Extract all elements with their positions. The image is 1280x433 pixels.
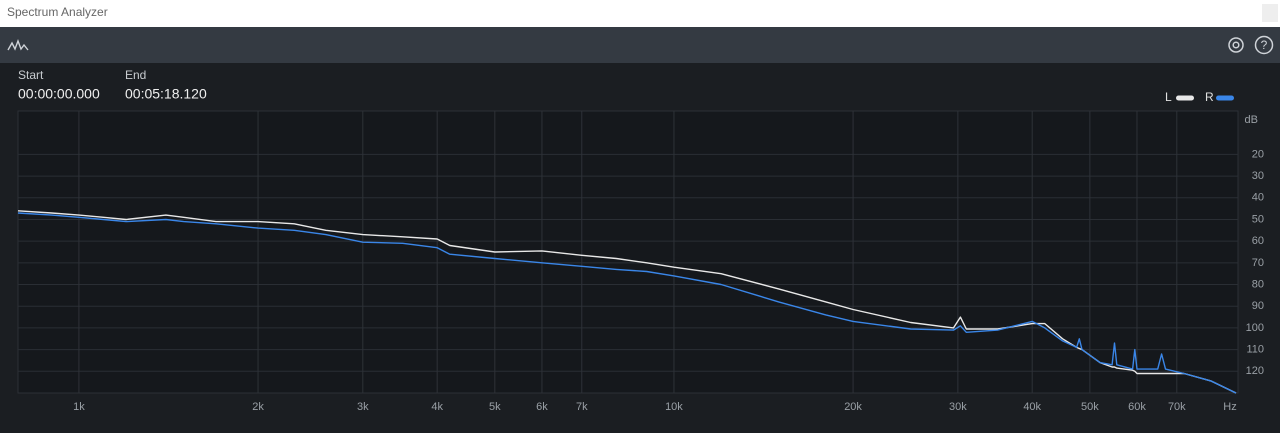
x-tick-label: 2k xyxy=(252,401,264,413)
y-tick-label: 70 xyxy=(1252,257,1264,269)
x-tick-label: 5k xyxy=(489,401,501,413)
x-tick-label: 6k xyxy=(536,401,548,413)
x-tick-label: 30k xyxy=(949,401,967,413)
toolbar xyxy=(0,27,1280,63)
x-unit: Hz xyxy=(1223,401,1236,413)
x-tick-label: 20k xyxy=(844,401,862,413)
x-tick-label: 50k xyxy=(1081,401,1099,413)
help-icon[interactable]: ? xyxy=(1254,35,1274,55)
legend-swatch xyxy=(1216,95,1234,101)
window-title: Spectrum Analyzer xyxy=(7,5,108,19)
y-tick-label: 20 xyxy=(1252,148,1264,160)
settings-icon[interactable] xyxy=(1228,37,1244,53)
y-unit: dB xyxy=(1245,114,1258,126)
y-tick-label: 120 xyxy=(1246,365,1264,377)
spectrum-icon[interactable] xyxy=(7,39,29,51)
y-tick-label: 90 xyxy=(1252,300,1264,312)
x-tick-label: 70k xyxy=(1168,401,1186,413)
svg-text:?: ? xyxy=(1261,38,1268,52)
spectrum-line xyxy=(17,212,1237,394)
x-tick-label: 40k xyxy=(1023,401,1041,413)
x-tick-label: 3k xyxy=(357,401,369,413)
y-tick-label: 110 xyxy=(1246,344,1264,356)
y-tick-label: 80 xyxy=(1252,278,1264,290)
y-tick-label: 100 xyxy=(1246,322,1264,334)
x-tick-label: 10k xyxy=(665,401,683,413)
start-time: 00:00:00.000 xyxy=(18,86,100,102)
x-tick-label: 1k xyxy=(73,401,85,413)
start-label: Start xyxy=(18,68,44,82)
y-tick-label: 60 xyxy=(1252,235,1264,247)
legend-label: R xyxy=(1205,90,1214,104)
x-tick-label: 4k xyxy=(431,401,443,413)
end-label: End xyxy=(125,68,146,82)
y-tick-label: 50 xyxy=(1252,213,1264,225)
legend-label: L xyxy=(1165,90,1172,104)
end-time: 00:05:18.120 xyxy=(125,86,207,102)
plot-area xyxy=(17,110,1239,394)
title-bar xyxy=(0,0,1280,27)
legend-swatch xyxy=(1176,95,1194,101)
y-tick-label: 40 xyxy=(1252,192,1264,204)
x-tick-label: 60k xyxy=(1128,401,1146,413)
spectrum-line xyxy=(17,210,1237,394)
x-tick-label: 7k xyxy=(576,401,588,413)
y-tick-label: 30 xyxy=(1252,170,1264,182)
close-button[interactable] xyxy=(1262,4,1278,22)
